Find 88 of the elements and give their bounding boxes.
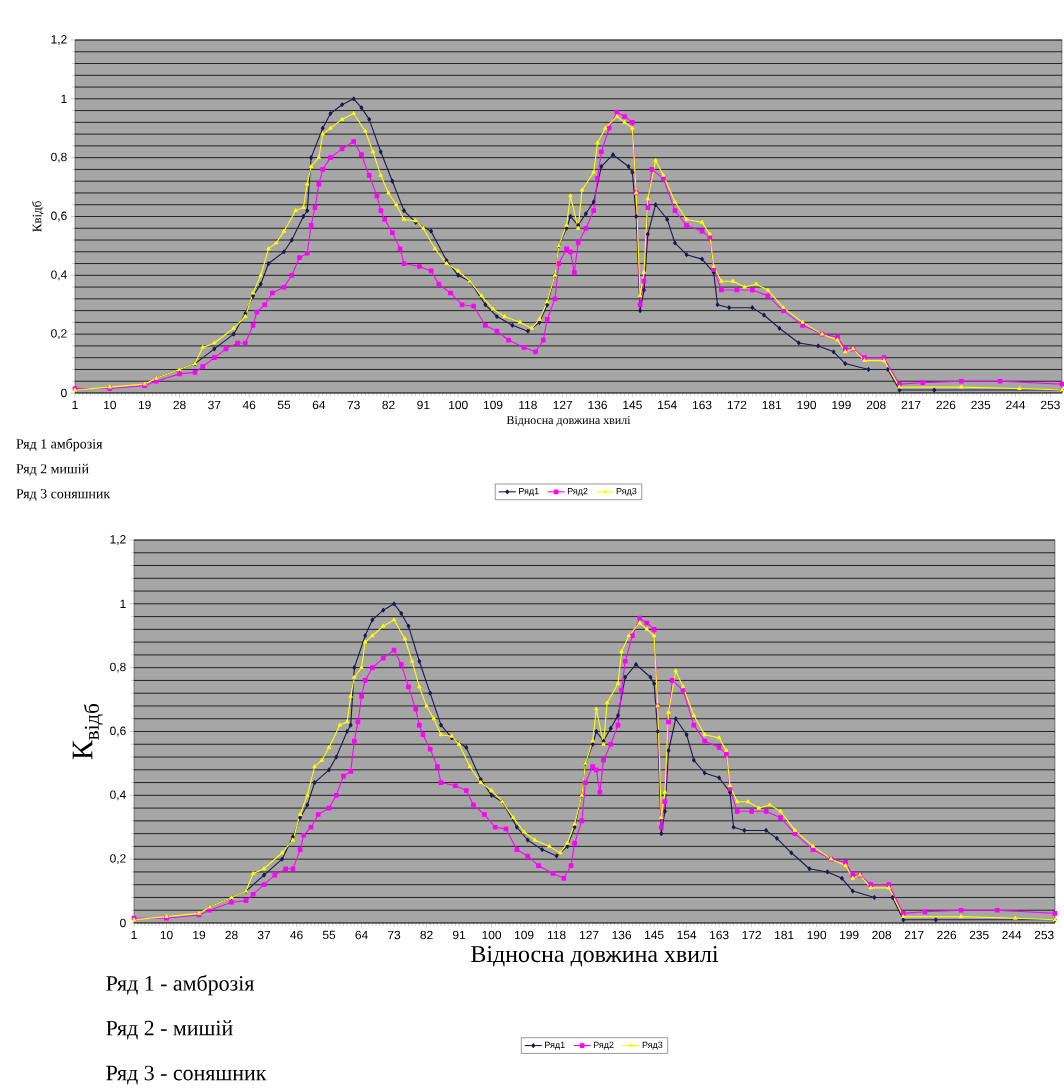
y-axis-title: К$_{відб}$: [72, 704, 103, 760]
y-tick-label: 0,8: [110, 662, 126, 673]
y-tick-label: 1: [120, 599, 126, 608]
x-tick-label: 235: [969, 930, 989, 940]
y-tick-label: 0,8: [51, 152, 67, 163]
x-tick-label: 190: [797, 400, 817, 410]
x-tick-label: 55: [322, 930, 336, 940]
x-axis-title: Відносна довжина хвилі: [471, 946, 719, 967]
x-tick-label: 19: [138, 400, 151, 410]
x-tick-label: 199: [840, 930, 859, 940]
x-tick-label: 109: [483, 400, 503, 410]
x-tick-label: 181: [762, 400, 782, 410]
y-tick-label: 0: [120, 918, 126, 928]
text: Ряд 2 - мишій: [106, 1020, 233, 1040]
x-tick-label: 100: [449, 400, 468, 410]
x-tick-label: 91: [452, 930, 466, 940]
x-tick-label: 46: [242, 400, 256, 410]
y-tick-label: 0,4: [51, 270, 67, 281]
text: Ряд 3 - соняшник: [106, 1065, 267, 1085]
x-tick-label: 46: [290, 930, 303, 940]
x-tick-label: 91: [417, 400, 430, 410]
text: Ряд 1 амброзія: [16, 438, 103, 452]
text: Ряд 2 мишій: [16, 463, 89, 477]
y-tick-label: 0,4: [110, 790, 126, 801]
x-tick-label: 253: [1034, 930, 1054, 940]
x-tick-label: 19: [193, 930, 206, 940]
x-tick-label: 118: [547, 930, 566, 940]
x-tick-label: 73: [347, 400, 360, 410]
x-tick-label: 10: [104, 400, 117, 410]
y-tick-label: 1,2: [110, 535, 126, 545]
x-tick-label: 1: [131, 930, 137, 939]
x-tick-label: 28: [225, 930, 238, 940]
y-tick-label: 0,6: [51, 211, 67, 222]
x-tick-label: 109: [515, 930, 534, 940]
y-tick-label: 0,6: [110, 726, 126, 737]
x-tick-label: 118: [519, 400, 537, 410]
x-tick-label: 208: [866, 400, 886, 410]
x-tick-label: 208: [872, 930, 892, 940]
y-axis-title: Квідб: [32, 201, 44, 232]
legend-label: Ряд2: [567, 487, 588, 496]
y-tick-label: 1,2: [51, 35, 67, 45]
legend-label: Ряд2: [593, 1041, 614, 1050]
x-tick-label: 235: [971, 400, 991, 410]
legend-label: Ряд3: [642, 1041, 663, 1050]
x-tick-label: 64: [312, 400, 326, 410]
x-tick-label: 127: [580, 930, 599, 940]
x-tick-label: 253: [1041, 400, 1060, 410]
y-tick-label: 1: [61, 94, 67, 103]
x-tick-label: 64: [355, 930, 368, 940]
x-tick-label: 127: [553, 400, 573, 410]
x-tick-label: 217: [904, 930, 924, 940]
y-tick-label: 0: [61, 388, 67, 398]
x-tick-label: 217: [901, 400, 921, 410]
x-tick-label: 82: [382, 400, 395, 410]
x-axis-title: Відносна довжина хвилі: [506, 416, 631, 427]
x-tick-label: 163: [710, 930, 729, 940]
x-tick-label: 1: [72, 400, 78, 409]
x-tick-label: 154: [658, 400, 677, 410]
legend-label: Ряд1: [545, 1041, 565, 1050]
x-tick-label: 136: [588, 400, 607, 410]
x-tick-label: 244: [1002, 930, 1022, 940]
y-tick-label: 0,2: [110, 854, 126, 865]
x-tick-label: 181: [775, 930, 794, 940]
y-tick-label: 0,2: [51, 329, 67, 340]
legend-label: Ряд1: [519, 487, 539, 496]
x-tick-label: 190: [807, 930, 827, 940]
x-tick-label: 154: [677, 930, 697, 940]
x-tick-label: 172: [727, 400, 747, 410]
legend-label: Ряд3: [616, 487, 637, 496]
x-tick-label: 244: [1006, 400, 1026, 410]
x-tick-label: 163: [692, 400, 712, 410]
x-tick-label: 145: [645, 930, 664, 940]
x-tick-label: 73: [388, 930, 401, 940]
x-tick-label: 145: [623, 400, 642, 410]
x-tick-label: 37: [257, 930, 271, 940]
x-tick-label: 136: [612, 930, 632, 940]
x-tick-label: 199: [832, 400, 851, 410]
x-tick-label: 82: [420, 930, 433, 940]
text: Ряд 3 соняшник: [16, 489, 111, 501]
x-tick-label: 226: [936, 400, 956, 410]
x-tick-label: 100: [482, 930, 502, 940]
text: Ряд 1 - амброзія: [106, 974, 255, 996]
x-tick-label: 226: [937, 930, 957, 940]
x-tick-label: 37: [208, 400, 221, 410]
x-tick-label: 172: [742, 930, 761, 940]
x-tick-label: 28: [173, 400, 186, 410]
x-tick-label: 10: [160, 930, 173, 940]
x-tick-label: 55: [277, 400, 291, 410]
